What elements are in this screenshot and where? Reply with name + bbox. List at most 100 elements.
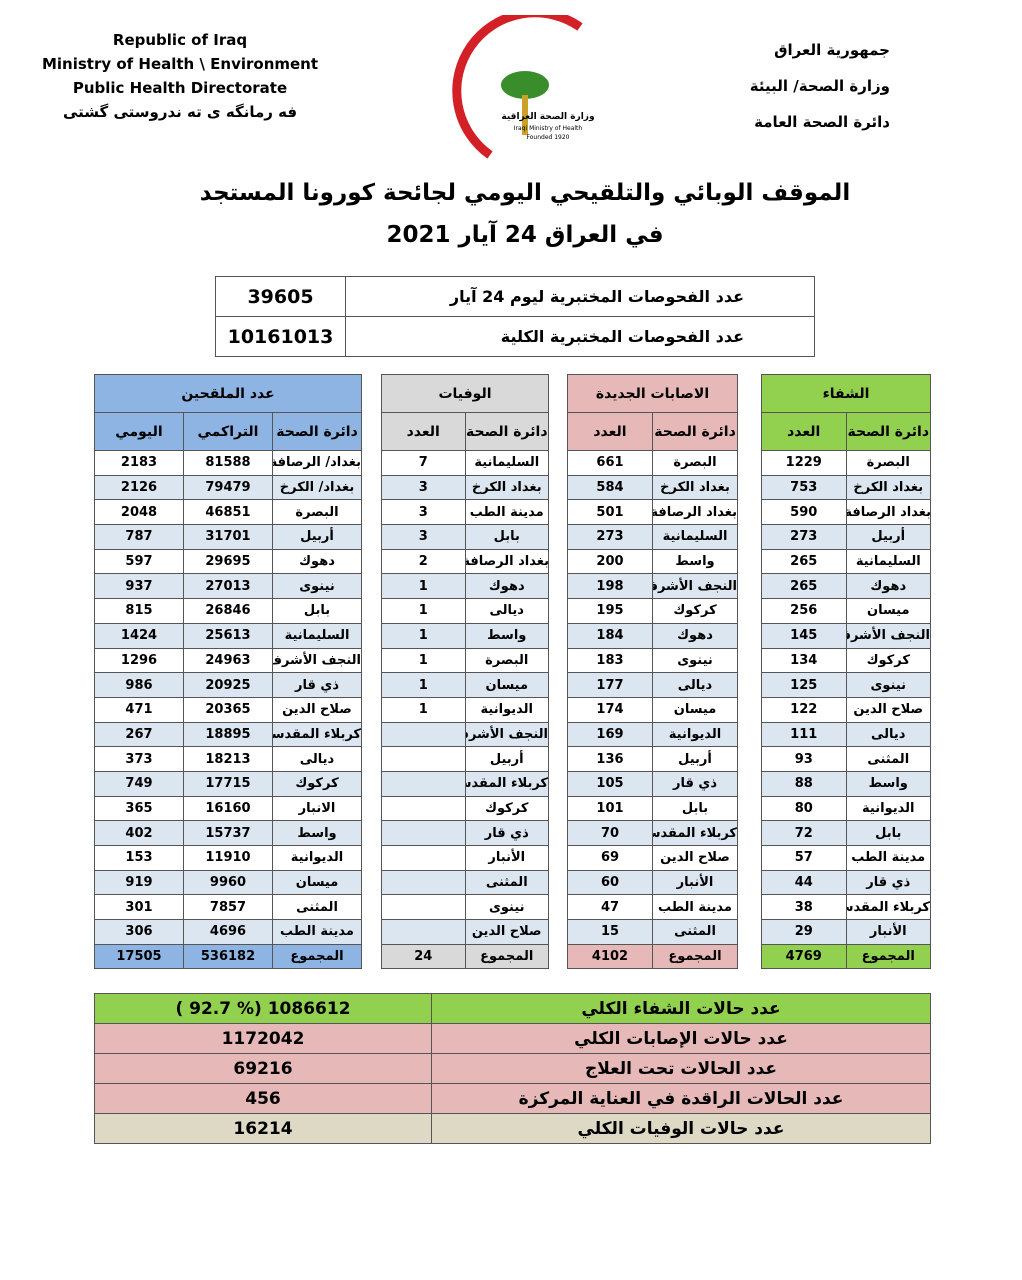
cell: كربلاء المقدسة — [272, 721, 362, 748]
table-row: السليمانية 273 — [567, 524, 738, 550]
summary-value: 69216 — [94, 1053, 432, 1084]
summary-value: ( 92.7 %) 1086612 — [94, 993, 432, 1024]
cell: كركوك — [464, 795, 549, 822]
cell: 198 — [567, 573, 653, 600]
table-row: أربيل 136 — [567, 746, 738, 772]
row-value: 10161013 — [215, 316, 346, 357]
cell: 2 — [381, 548, 466, 575]
cell: بابل — [272, 598, 362, 624]
table-row: ديالى 177 — [567, 672, 738, 698]
cell: 169 — [567, 721, 653, 748]
cell: 17715 — [183, 770, 273, 797]
cell: 145 — [761, 622, 847, 649]
cell: واسط — [652, 548, 738, 575]
cell: المثنى — [845, 746, 931, 772]
cell: 25613 — [183, 622, 273, 649]
header-left: Republic of Iraq Ministry of Health \ En… — [40, 28, 320, 124]
cell: 69 — [567, 845, 653, 871]
cell: 20925 — [183, 672, 273, 698]
total-row: المجموع 536182 17505 — [94, 943, 362, 969]
title-line: في العراق 24 آيار 2021 — [386, 222, 664, 248]
cell: صلاح الدين — [845, 696, 931, 723]
cell: السليمانية — [845, 548, 931, 575]
cell: النجف الأشرف — [464, 721, 549, 748]
cell: 501 — [567, 499, 653, 526]
cell: بغداد الكرخ — [464, 474, 549, 501]
table-row: نينوى 183 — [567, 647, 738, 674]
header-line: جمهورية العراق — [774, 41, 890, 59]
header-line: Ministry of Health \ Environment — [41, 55, 319, 73]
total-cell: 4102 — [567, 943, 653, 969]
cell: واسط — [272, 820, 362, 846]
table-row: المثنى 93 — [761, 746, 931, 772]
column-row: دائرة الصحة العدد — [567, 412, 738, 451]
cell: نينوى — [652, 647, 738, 674]
table-title: الوفيات — [381, 374, 549, 413]
column-header: التراكمي — [183, 412, 273, 451]
cell: الديوانية — [652, 721, 738, 748]
row-label: عدد الفحوصات المختبرية ليوم 24 آيار — [345, 276, 815, 317]
table-row: الانبار 16160 365 — [94, 795, 362, 822]
logo-text: Founded 1920 — [527, 134, 570, 141]
table-row: كربلاء المقدسة — [381, 770, 549, 797]
column-header: دائرة الصحة — [652, 412, 738, 451]
cell: 365 — [94, 795, 184, 822]
cell: مدينة الطب — [652, 894, 738, 921]
cell: 273 — [761, 524, 847, 550]
cell: ذي قار — [652, 770, 738, 797]
cell: البصرة — [272, 499, 362, 526]
title: الموقف الوبائي والتلقيحي اليومي لجائحة ك… — [150, 172, 900, 256]
table-row: مدينة الطب 57 — [761, 845, 931, 871]
cell: 101 — [567, 795, 653, 822]
cell: صلاح الدين — [464, 919, 549, 945]
cell: 44 — [761, 869, 847, 896]
cell: 18895 — [183, 721, 273, 748]
cell: 136 — [567, 746, 653, 772]
column-row: دائرة الصحة التراكمي اليومي — [94, 412, 362, 451]
table-row: مدينة الطب 47 — [567, 894, 738, 921]
cell: 15737 — [183, 820, 273, 846]
table-row: ميسان 174 — [567, 696, 738, 723]
cell: نينوى — [845, 672, 931, 698]
title-row: الشفاء — [761, 374, 931, 413]
vaccinated-table: عدد الملقحين دائرة الصحة التراكمي اليومي بغد… — [94, 374, 362, 969]
cell: 18213 — [183, 746, 273, 772]
cell: 70 — [567, 820, 653, 846]
column-header: العدد — [381, 412, 466, 451]
summary-value: 16214 — [94, 1113, 432, 1144]
cell: أربيل — [845, 524, 931, 550]
title-line: الموقف الوبائي والتلقيحي اليومي لجائحة ك… — [199, 180, 851, 206]
cell: 1296 — [94, 647, 184, 674]
table-row: بغداد الرصافة 590 — [761, 499, 931, 526]
cell: 26846 — [183, 598, 273, 624]
cell: 3 — [381, 524, 466, 550]
cell: كركوك — [845, 647, 931, 674]
cell: 57 — [761, 845, 847, 871]
new_cases-table: الاصابات الجديدة دائرة الصحة العدد البصرة 66… — [567, 374, 738, 969]
cell: 11910 — [183, 845, 273, 871]
table-row: كركوك 195 — [567, 598, 738, 624]
column-header: دائرة الصحة — [845, 412, 931, 451]
summary-value: 456 — [94, 1083, 432, 1114]
cell: 402 — [94, 820, 184, 846]
cell: 38 — [761, 894, 847, 921]
cell: 60 — [567, 869, 653, 896]
cell — [381, 869, 466, 896]
column-header: العدد — [761, 412, 847, 451]
cell: 373 — [94, 746, 184, 772]
cell: مدينة الطب — [464, 499, 549, 526]
cell: النجف الأشرف — [652, 573, 738, 600]
cell: الديوانية — [464, 696, 549, 723]
cell: كربلاء المقدسة — [845, 894, 931, 921]
cell: المثنى — [652, 919, 738, 945]
cell: دهوك — [272, 548, 362, 575]
cell: البصرة — [464, 647, 549, 674]
logo: وزارة الصحة العراقية Iraqi Ministry of H… — [452, 15, 595, 159]
cell: الأنبار — [464, 845, 549, 871]
cell: بغداد/ الرصافة — [272, 450, 362, 476]
table-row: كربلاء المقدسة70 — [567, 820, 738, 846]
table-row: ميسان 9960 919 — [94, 869, 362, 896]
column-header: دائرة الصحة — [464, 412, 549, 451]
cell: 153 — [94, 845, 184, 871]
